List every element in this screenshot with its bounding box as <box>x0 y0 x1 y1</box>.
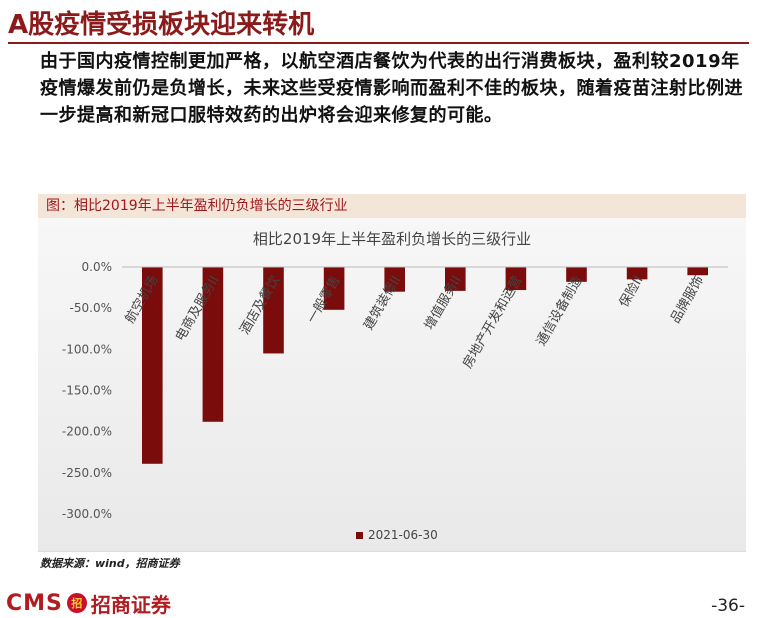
bar <box>687 267 709 276</box>
data-source: 数据来源：wind，招商证券 <box>40 557 180 570</box>
bar <box>384 267 406 292</box>
x-tick-label: 品牌服饰 <box>667 273 707 326</box>
y-tick-label: -250.0% <box>62 466 112 480</box>
x-tick-label: 增值服务II <box>421 273 465 333</box>
bar <box>444 267 466 291</box>
x-tick-label: 保险II <box>617 274 647 311</box>
x-tick-label: 通信设备制造 <box>533 273 586 349</box>
logo-company-name: 招商证券 <box>90 592 171 617</box>
y-tick-label: -200.0% <box>62 425 112 439</box>
title-divider <box>8 42 749 44</box>
x-tick-label: 建筑装修II <box>360 273 404 333</box>
company-logo: CMS 招 招商证券 <box>6 590 171 617</box>
logo-mark-icon: 招 <box>66 593 87 613</box>
body-paragraph: 由于国内疫情控制更加严格，以航空酒店餐饮为代表的出行消费板块，盈利较2019年疫… <box>40 51 743 126</box>
bar <box>202 267 224 422</box>
bar-chart: 相比2019年上半年盈利负增长的三级行业 0.0% -50.0% -100.0% -15… <box>62 230 728 542</box>
legend-swatch <box>356 532 363 539</box>
y-tick-label: -50.0% <box>70 301 112 315</box>
bar <box>141 267 163 464</box>
figure-caption: 图：相比2019年上半年盈利仍负增长的三级行业 <box>38 194 746 218</box>
bar <box>263 267 284 354</box>
x-tick-label: 房地产开发和运营 <box>459 273 525 371</box>
page-title: A股疫情受损板块迎来转机 <box>8 10 315 40</box>
chart-title: 相比2019年上半年盈利负增长的三级行业 <box>253 230 531 248</box>
logo-cms-text: CMS <box>6 590 63 616</box>
y-tick-label: -300.0% <box>62 507 112 521</box>
y-tick-label: -150.0% <box>62 384 112 398</box>
bar <box>626 267 648 280</box>
y-tick-label: -100.0% <box>62 342 112 356</box>
bar <box>323 267 345 310</box>
bar <box>566 267 587 282</box>
bar <box>505 267 527 291</box>
chart-frame: 相比2019年上半年盈利负增长的三级行业 0.0% -50.0% -100.0% -15… <box>38 218 746 552</box>
y-tick-label: 0.0% <box>82 260 113 274</box>
legend-label: 2021-06-30 <box>368 528 438 542</box>
page-number: -36- <box>711 596 745 616</box>
